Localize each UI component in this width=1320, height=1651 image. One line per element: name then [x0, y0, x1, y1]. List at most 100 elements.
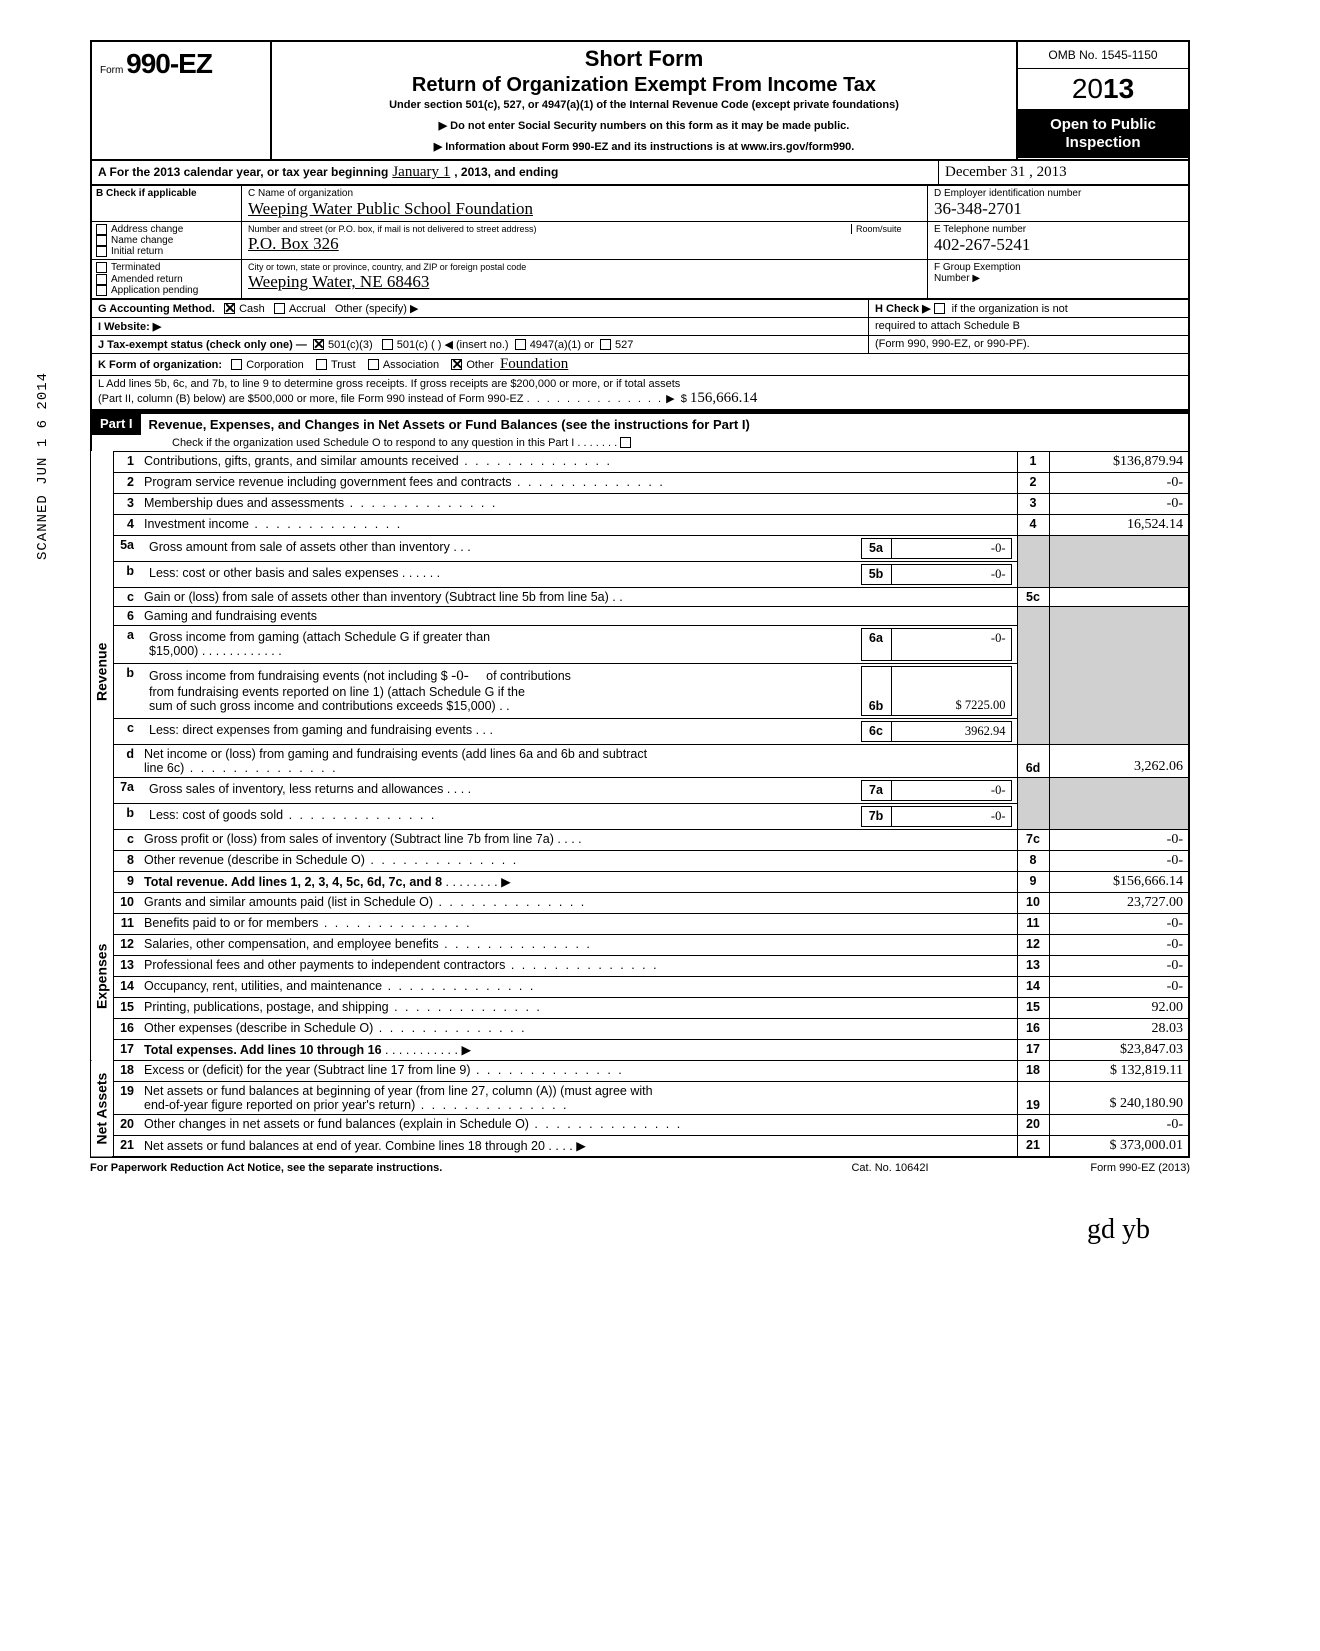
- l1-desc: Contributions, gifts, grants, and simila…: [144, 454, 459, 468]
- line-3: 3 Membership dues and assessments 3 -0-: [91, 493, 1189, 514]
- short-form-title: Short Form: [282, 46, 1006, 72]
- line-6: 6 Gaming and fundraising events: [91, 606, 1189, 625]
- part1-check: Check if the organization used Schedule …: [92, 435, 1188, 451]
- lines-table: Revenue 1 Contributions, gifts, grants, …: [90, 451, 1190, 1158]
- period-mid: , 2013, and ending: [454, 165, 558, 179]
- l6a-desc2: $15,000): [149, 644, 198, 658]
- l21-desc: Net assets or fund balances at end of ye…: [144, 1139, 545, 1153]
- chk-assoc[interactable]: [368, 359, 379, 370]
- chk-accrual[interactable]: [274, 303, 285, 314]
- chk-h[interactable]: [934, 303, 945, 314]
- l21-num: 21: [113, 1135, 139, 1157]
- l7c-desc: Gross profit or (loss) from sales of inv…: [144, 832, 554, 846]
- chk-address[interactable]: [96, 224, 107, 235]
- chk-527[interactable]: [600, 339, 611, 350]
- lbl-assoc: Association: [383, 359, 439, 371]
- l2-box: 2: [1017, 472, 1049, 493]
- l2-amt: -0-: [1049, 472, 1189, 493]
- line-5c: c Gain or (loss) from sale of assets oth…: [91, 587, 1189, 606]
- omb-cell: OMB No. 1545-1150 2013 Open to PublicIns…: [1018, 42, 1188, 159]
- l-dots: [527, 393, 664, 405]
- return-title: Return of Organization Exempt From Incom…: [282, 74, 1006, 97]
- l8-desc: Other revenue (describe in Schedule O): [144, 853, 365, 867]
- l5a-ibox: 5a: [861, 538, 891, 558]
- lbl-pending: Application pending: [111, 285, 198, 296]
- part1-header-row: Part I Revenue, Expenses, and Changes in…: [90, 411, 1190, 435]
- chk-cash[interactable]: [224, 303, 235, 314]
- chk-schedule-o[interactable]: [620, 437, 631, 448]
- l6c-ibox: 6c: [861, 721, 891, 741]
- l8-amt: -0-: [1049, 850, 1189, 871]
- ein-value: 36-348-2701: [934, 199, 1182, 219]
- l6d-desc: Net income or (loss) from gaming and fun…: [144, 747, 647, 761]
- chk-trust[interactable]: [316, 359, 327, 370]
- lbl-trust: Trust: [331, 359, 356, 371]
- l19-desc2: end-of-year figure reported on prior yea…: [144, 1098, 415, 1112]
- l10-box: 10: [1017, 892, 1049, 913]
- line-1: Revenue 1 Contributions, gifts, grants, …: [91, 451, 1189, 472]
- footer: For Paperwork Reduction Act Notice, see …: [90, 1158, 1190, 1174]
- f-label: F Group Exemption: [934, 262, 1182, 273]
- l4-num: 4: [113, 514, 139, 535]
- l19-desc: Net assets or fund balances at beginning…: [144, 1084, 653, 1098]
- l7a-desc: Gross sales of inventory, less returns a…: [149, 782, 443, 796]
- line-12: 12Salaries, other compensation, and empl…: [91, 934, 1189, 955]
- l8-box: 8: [1017, 850, 1049, 871]
- l5b-num: b: [113, 561, 139, 587]
- l5-shade-box: [1017, 535, 1049, 587]
- line-16: 16Other expenses (describe in Schedule O…: [91, 1018, 1189, 1039]
- chk-other-org[interactable]: [451, 359, 462, 370]
- l6b-ibox: 6b: [861, 666, 891, 715]
- chk-501c[interactable]: [382, 339, 393, 350]
- chk-terminated[interactable]: [96, 262, 107, 273]
- l6c-iamt: 3962.94: [891, 721, 1011, 741]
- l10-num: 10: [113, 892, 139, 913]
- chk-initial[interactable]: [96, 246, 107, 257]
- chk-4947[interactable]: [515, 339, 526, 350]
- l12-box: 12: [1017, 934, 1049, 955]
- col-b-items-top: Address change Name change Initial retur…: [92, 222, 242, 259]
- lbl-cash: Cash: [239, 303, 265, 315]
- chk-501c3[interactable]: [313, 339, 324, 350]
- l1-amt: $136,879.94: [1049, 451, 1189, 472]
- bcd-row-3: Terminated Amended return Application pe…: [90, 260, 1190, 299]
- l9-box: 9: [1017, 871, 1049, 892]
- chk-corp[interactable]: [231, 359, 242, 370]
- lbl-501c3: 501(c)(3): [328, 339, 373, 351]
- d-label: D Employer identification number: [934, 188, 1182, 199]
- l4-desc: Investment income: [144, 517, 249, 531]
- side-netassets: Net Assets: [91, 1060, 113, 1157]
- l3-num: 3: [113, 493, 139, 514]
- chk-amended[interactable]: [96, 274, 107, 285]
- l5a-iamt: -0-: [891, 538, 1011, 558]
- l13-box: 13: [1017, 955, 1049, 976]
- col-f: F Group Exemption Number ▶: [928, 260, 1188, 297]
- h-text4: (Form 990, 990-EZ, or 990-PF).: [875, 338, 1030, 350]
- l19-num: 19: [113, 1081, 139, 1114]
- l13-desc: Professional fees and other payments to …: [144, 958, 505, 972]
- l7-shade-box: [1017, 777, 1049, 829]
- l7a-ibox: 7a: [861, 780, 891, 800]
- l16-amt: 28.03: [1049, 1018, 1189, 1039]
- l15-desc: Printing, publications, postage, and shi…: [144, 1000, 389, 1014]
- col-b-header: B Check if applicable: [92, 186, 242, 221]
- line-17: 17Total expenses. Add lines 10 through 1…: [91, 1039, 1189, 1060]
- chk-pending[interactable]: [96, 285, 107, 296]
- l5b-ibox: 5b: [861, 564, 891, 584]
- l12-amt: -0-: [1049, 934, 1189, 955]
- l7a-iamt: -0-: [891, 780, 1011, 800]
- city-label: City or town, state or province, country…: [248, 262, 921, 272]
- l5b-desc: Less: cost or other basis and sales expe…: [149, 566, 398, 580]
- l12-num: 12: [113, 934, 139, 955]
- l20-num: 20: [113, 1114, 139, 1135]
- line-14: 14Occupancy, rent, utilities, and mainte…: [91, 976, 1189, 997]
- l7b-ibox: 7b: [861, 806, 891, 826]
- l20-box: 20: [1017, 1114, 1049, 1135]
- l5c-amt: [1049, 587, 1189, 606]
- lbl-amended: Amended return: [111, 274, 183, 285]
- l-content: L Add lines 5b, 6c, and 7b, to line 9 to…: [92, 376, 1188, 409]
- chk-name[interactable]: [96, 235, 107, 246]
- l5b-iamt: -0-: [891, 564, 1011, 584]
- city-value: Weeping Water, NE 68463: [248, 272, 921, 292]
- lbl-501c: 501(c) (: [397, 339, 435, 351]
